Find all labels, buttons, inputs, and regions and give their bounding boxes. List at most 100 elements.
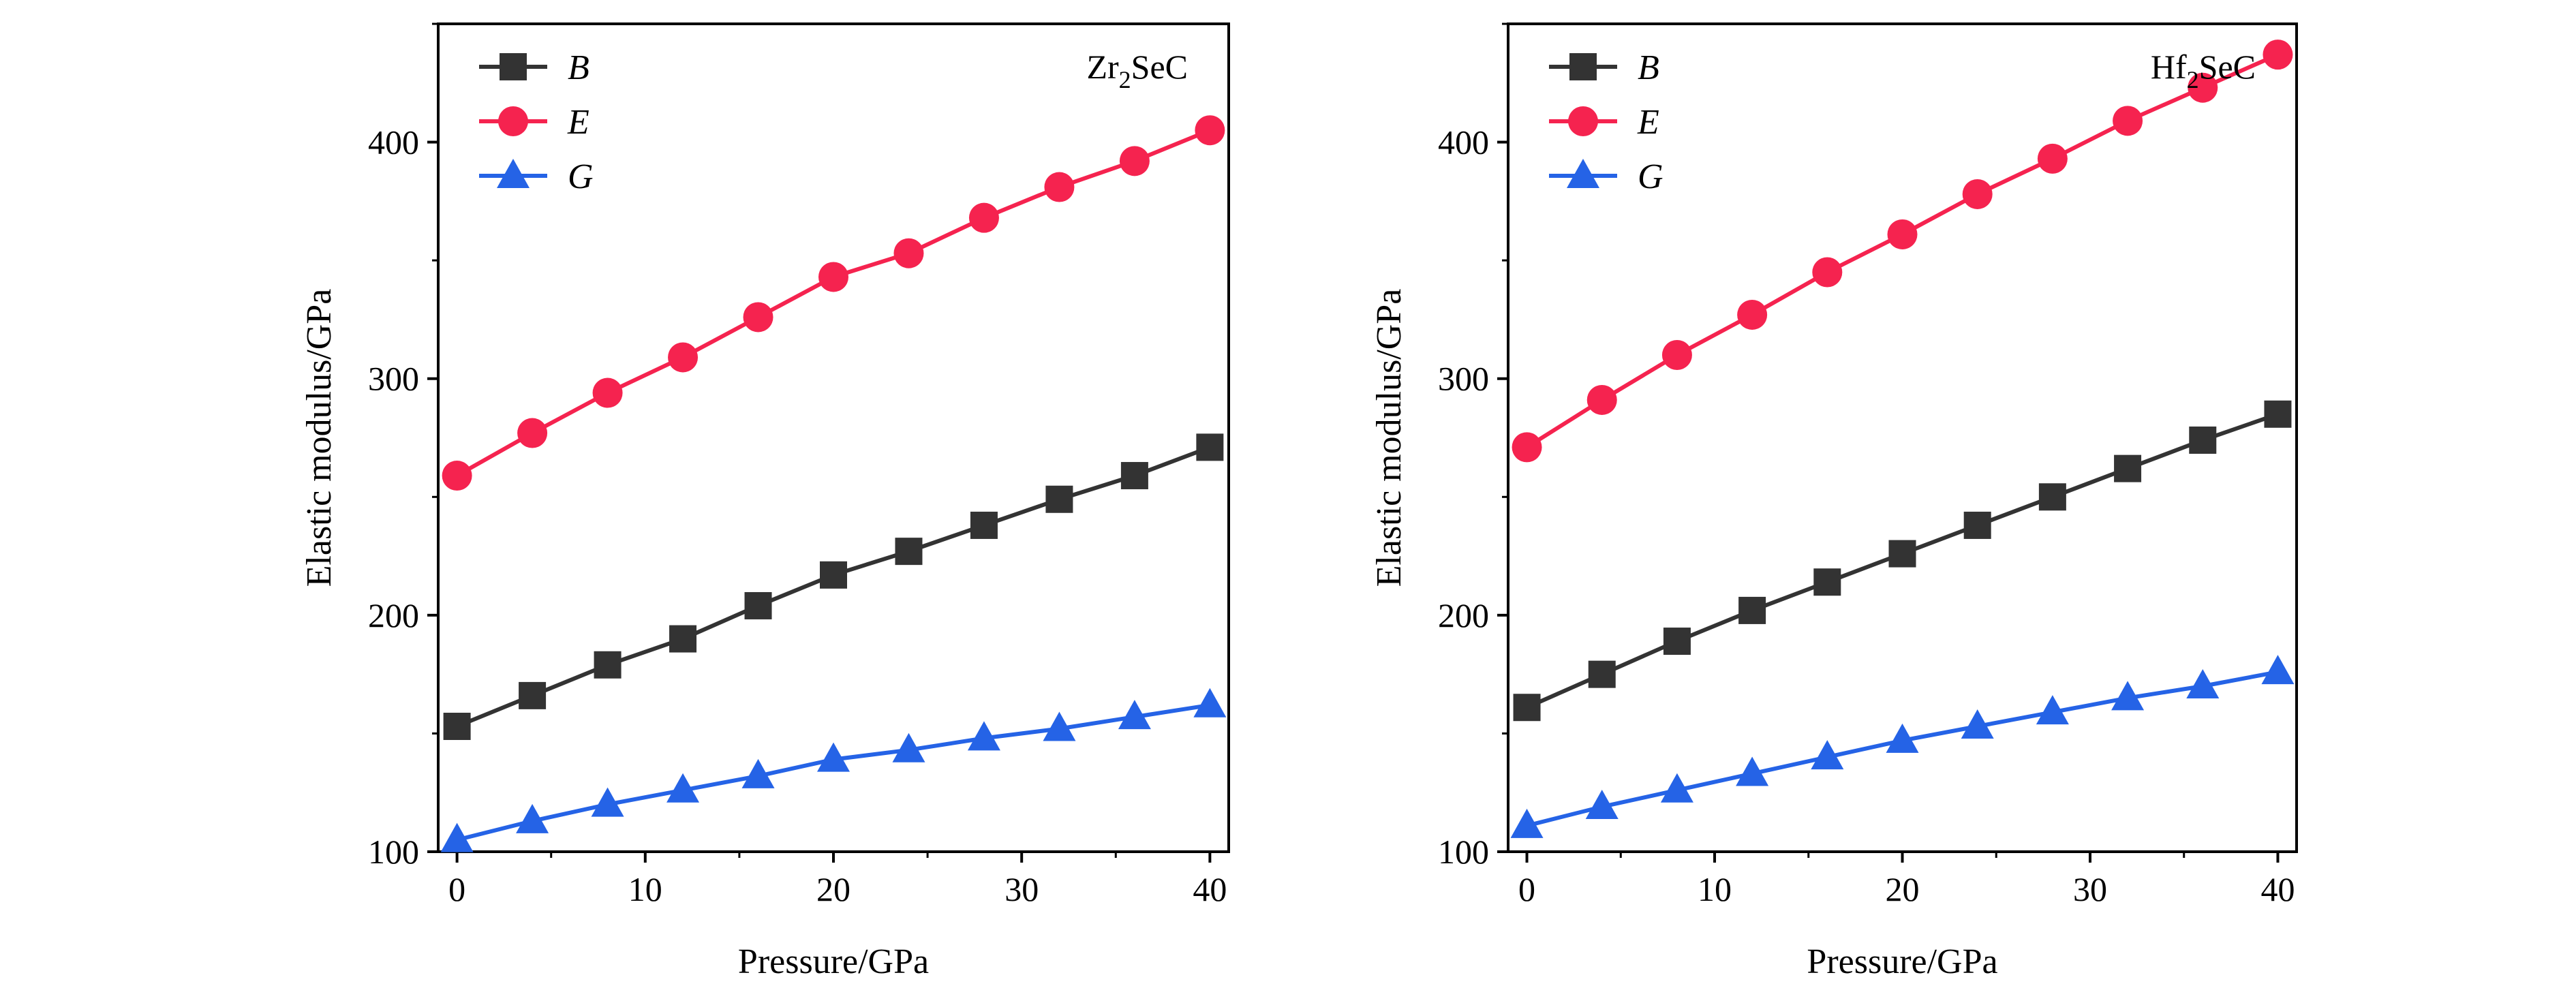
x-tick-label: 30 bbox=[1005, 870, 1039, 908]
x-tick-label: 30 bbox=[2073, 870, 2107, 908]
data-point-G bbox=[591, 787, 624, 817]
data-point-E bbox=[1119, 146, 1150, 176]
x-tick-label: 40 bbox=[1193, 870, 1227, 908]
data-point-E bbox=[517, 418, 548, 448]
data-point-E bbox=[743, 302, 773, 333]
legend-label-B: B bbox=[568, 48, 589, 87]
y-tick-label: 200 bbox=[368, 596, 419, 634]
y-tick-label: 200 bbox=[1438, 596, 1489, 634]
compound-suffix: SeC bbox=[1131, 48, 1188, 86]
series-G bbox=[1510, 655, 2295, 838]
compound-subscript: 2 bbox=[2187, 66, 2199, 93]
series-E bbox=[442, 115, 1225, 491]
data-point-B bbox=[1963, 511, 1991, 539]
y-tick-label: 300 bbox=[1438, 360, 1489, 398]
x-tick-label: 20 bbox=[1886, 870, 1920, 908]
x-tick-label: 0 bbox=[1518, 870, 1535, 908]
data-point-B bbox=[594, 651, 622, 679]
x-tick-label: 10 bbox=[1698, 870, 1732, 908]
legend-label-E: E bbox=[1637, 103, 1659, 142]
legend-label-G: G bbox=[568, 157, 594, 196]
data-point-B bbox=[1120, 462, 1148, 490]
compound-subscript: 2 bbox=[1119, 66, 1131, 93]
legend-label-G: G bbox=[1638, 157, 1663, 196]
series-B bbox=[443, 433, 1224, 741]
y-axis-title: Elastic modulus/GPa bbox=[1370, 289, 1409, 587]
compound-base: Zr bbox=[1086, 48, 1119, 86]
data-point-E bbox=[1044, 172, 1075, 202]
data-point-E bbox=[818, 262, 848, 292]
data-point-B bbox=[1888, 540, 1916, 568]
data-point-E bbox=[1586, 384, 1617, 415]
legend-marker-B bbox=[1569, 53, 1597, 80]
y-tick-label: 100 bbox=[368, 833, 419, 871]
data-point-E bbox=[592, 377, 623, 408]
data-point-G bbox=[1961, 709, 1994, 739]
data-point-B bbox=[2114, 454, 2142, 482]
y-tick-label: 100 bbox=[1438, 833, 1489, 871]
x-tick-label: 40 bbox=[2260, 870, 2295, 908]
legend-label-B: B bbox=[1638, 48, 1659, 87]
data-point-E bbox=[893, 238, 924, 268]
data-point-G bbox=[666, 773, 700, 803]
data-point-E bbox=[2037, 143, 2068, 174]
data-point-G bbox=[1193, 688, 1227, 717]
series-E bbox=[1512, 40, 2293, 463]
panels: 0 10 20 30 40 100 200 300 400 Pressure/GPa Elastic… bbox=[300, 22, 2298, 981]
data-point-B bbox=[1813, 568, 1841, 596]
data-point-G bbox=[2036, 695, 2069, 725]
data-point-E bbox=[1661, 340, 1692, 370]
compound-base: Hf bbox=[2151, 48, 2187, 86]
data-point-E bbox=[1962, 179, 1993, 209]
data-point-E bbox=[1737, 299, 1768, 330]
legend: BEG bbox=[1549, 48, 1663, 196]
data-point-B bbox=[1513, 694, 1541, 722]
x-axis-title: Pressure/GPa bbox=[738, 942, 929, 981]
data-point-G bbox=[2111, 681, 2145, 711]
legend-marker-E bbox=[498, 106, 528, 136]
data-point-G bbox=[741, 758, 775, 788]
data-point-G bbox=[1886, 723, 1919, 753]
x-tick-label: 20 bbox=[816, 870, 850, 908]
data-point-G bbox=[1585, 790, 1619, 820]
legend-marker-G bbox=[497, 159, 530, 188]
data-point-E bbox=[1195, 115, 1225, 146]
data-point-B bbox=[2264, 400, 2292, 428]
data-point-E bbox=[968, 202, 999, 233]
data-point-E bbox=[2113, 106, 2143, 136]
data-point-B bbox=[1663, 628, 1691, 655]
data-point-G bbox=[817, 742, 850, 772]
data-point-B bbox=[820, 561, 847, 589]
data-point-G bbox=[516, 803, 549, 833]
data-point-B bbox=[1738, 596, 1766, 624]
compound-suffix: SeC bbox=[2199, 48, 2256, 86]
x-tick-label: 10 bbox=[628, 870, 662, 908]
data-point-E bbox=[668, 342, 699, 373]
compound-label: Zr2SeC bbox=[1086, 48, 1188, 93]
chart-panel-2: 0 10 20 30 40 100 200 300 400 Pressure/GPa Elastic… bbox=[1370, 22, 2298, 981]
data-point-B bbox=[970, 511, 998, 539]
compound-label: Hf2SeC bbox=[2151, 48, 2256, 93]
y-tick-label: 400 bbox=[1438, 123, 1489, 161]
data-point-G bbox=[1736, 756, 1769, 786]
data-point-E bbox=[1812, 257, 1843, 288]
y-tick-label: 300 bbox=[368, 360, 419, 398]
data-point-B bbox=[1196, 433, 1224, 461]
data-point-B bbox=[895, 538, 923, 566]
data-point-E bbox=[1887, 219, 1918, 249]
y-axis-title: Elastic modulus/GPa bbox=[300, 289, 339, 587]
legend-marker-B bbox=[500, 53, 527, 80]
data-point-G bbox=[967, 721, 1000, 751]
x-axis-title: Pressure/GPa bbox=[1807, 942, 1997, 981]
data-point-G bbox=[2186, 669, 2220, 698]
data-point-B bbox=[1045, 485, 1073, 513]
data-point-B bbox=[1588, 660, 1616, 688]
data-point-G bbox=[892, 732, 925, 762]
y-tick-label: 400 bbox=[368, 123, 419, 161]
legend-label-E: E bbox=[567, 103, 589, 142]
data-point-B bbox=[669, 625, 697, 653]
data-point-G bbox=[1811, 740, 1844, 770]
data-point-E bbox=[442, 461, 472, 491]
data-point-B bbox=[2038, 483, 2066, 511]
